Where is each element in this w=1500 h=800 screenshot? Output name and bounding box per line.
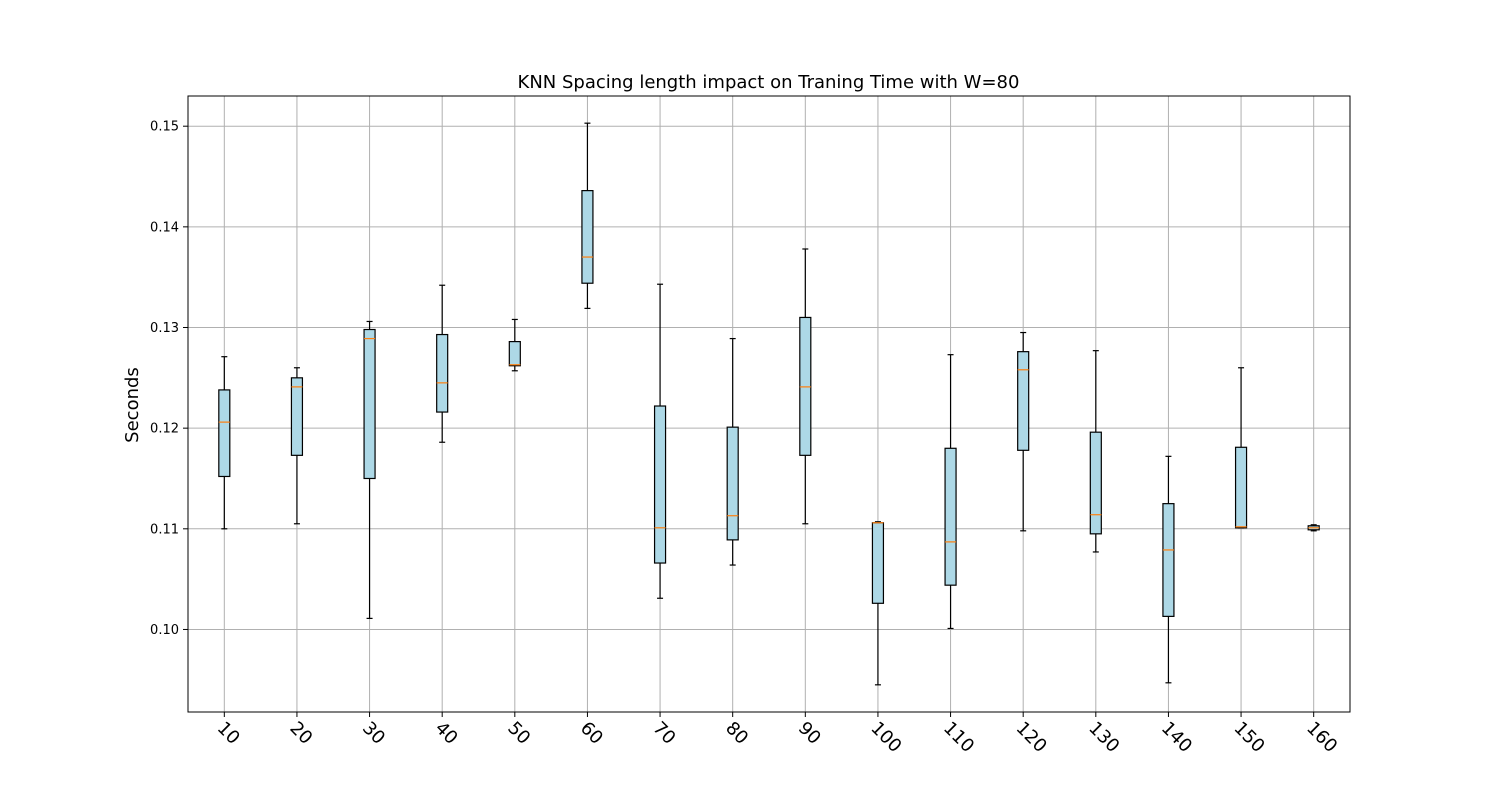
boxplot-70: [653, 283, 667, 599]
box-iqr: [653, 405, 667, 564]
box-iqr: [363, 328, 376, 480]
box-iqr: [871, 522, 885, 604]
boxplot-30: [363, 320, 376, 619]
boxplot-150: [1234, 367, 1248, 529]
boxplot-140: [1162, 455, 1175, 684]
boxplot-10: [218, 356, 231, 530]
plot-area-frame: [187, 95, 1351, 713]
box-iqr: [1089, 431, 1102, 535]
box-layer: [218, 122, 1320, 686]
y-axis-label: Seconds: [122, 367, 143, 443]
box-iqr: [726, 426, 739, 541]
chart-title: KNN Spacing length impact on Traning Tim…: [518, 72, 1020, 93]
boxplot-80: [726, 337, 739, 566]
box-iqr: [1234, 446, 1248, 529]
boxplot-60: [581, 122, 594, 309]
y-tick-label: 0.12: [150, 422, 179, 437]
y-tick-label: 0.15: [150, 120, 179, 135]
box-iqr: [508, 340, 521, 367]
boxplot-120: [1017, 331, 1030, 532]
box-iqr: [581, 190, 594, 284]
box-iqr: [944, 447, 957, 586]
boxplot-90: [799, 248, 812, 525]
box-iqr: [290, 377, 304, 456]
box-iqr: [218, 389, 231, 478]
boxplot-40: [436, 284, 449, 443]
boxplot-160: [1307, 524, 1320, 532]
boxplot-20: [290, 367, 304, 525]
y-tick-label: 0.14: [150, 220, 179, 235]
y-tick-label: 0.11: [150, 522, 179, 537]
boxplot-100: [871, 521, 885, 686]
boxplot-110: [944, 354, 957, 630]
y-tick-label: 0.13: [150, 321, 179, 336]
box-iqr: [436, 333, 449, 413]
box-iqr: [1017, 351, 1030, 451]
box-iqr: [1162, 503, 1175, 617]
boxplot-50: [508, 318, 521, 372]
boxplot-130: [1089, 350, 1102, 553]
y-tick-label: 0.10: [150, 623, 179, 638]
